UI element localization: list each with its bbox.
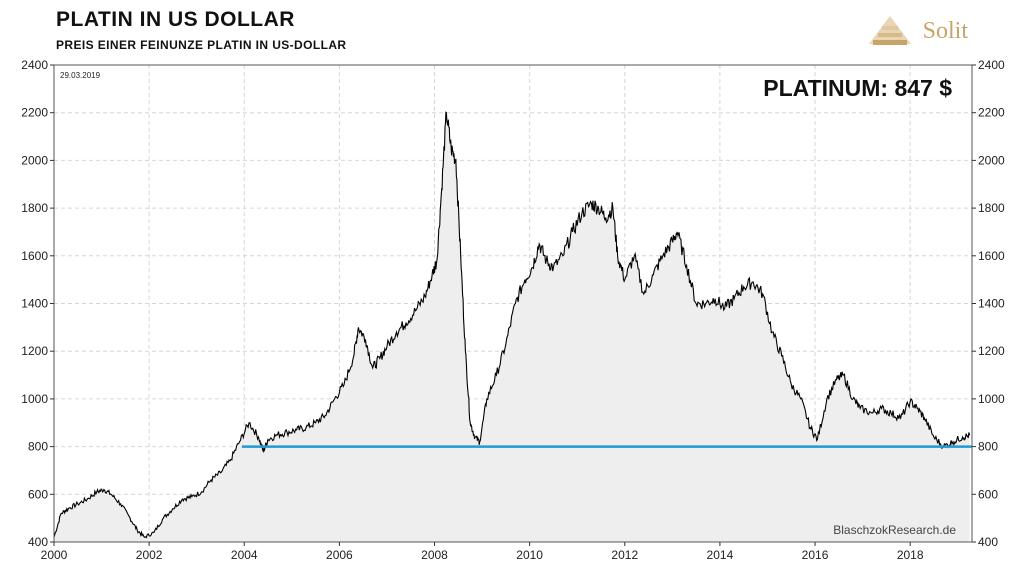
solit-logo: Solit — [867, 14, 968, 48]
x-tick-label: 2010 — [516, 548, 543, 562]
source-label: BlaschzokResearch.de — [833, 523, 956, 537]
y-tick-label-right: 1400 — [978, 297, 1005, 311]
y-tick-label-right: 400 — [978, 535, 998, 549]
x-tick-label: 2006 — [326, 548, 353, 562]
x-tick-label: 2018 — [897, 548, 924, 562]
y-axis-left: 400 600 800 1000 1200 1400 1600 1800 2000 2200 240… — [21, 58, 54, 549]
y-tick-label-left: 2000 — [21, 153, 48, 167]
y-axis-right: 400 600 800 1000 1200 1400 1600 1800 2000 2200 240… — [972, 58, 1005, 549]
x-tick-label: 2004 — [231, 548, 258, 562]
y-tick-label-left: 2200 — [21, 106, 48, 120]
y-tick-label-right: 1800 — [978, 201, 1005, 215]
y-tick-label-left: 800 — [28, 440, 48, 454]
y-tick-label-left: 1400 — [21, 297, 48, 311]
y-tick-label-left: 1200 — [21, 344, 48, 358]
y-tick-label-right: 2000 — [978, 153, 1005, 167]
x-tick-label: 2012 — [611, 548, 638, 562]
y-tick-label-right: 1200 — [978, 344, 1005, 358]
y-tick-label-left: 400 — [28, 535, 48, 549]
y-tick-label-right: 600 — [978, 487, 998, 501]
x-tick-label: 2008 — [421, 548, 448, 562]
price-line — [53, 111, 971, 539]
x-axis: 2000 2002 2004 2006 2008 2010 2012 2014 2016 2018 — [41, 542, 924, 562]
y-tick-label-right: 2200 — [978, 106, 1005, 120]
logo-text: Solit — [922, 17, 968, 44]
y-tick-label-right: 800 — [978, 440, 998, 454]
y-tick-label-left: 1000 — [21, 392, 48, 406]
pyramid-icon — [868, 16, 911, 45]
x-tick-label: 2016 — [802, 548, 829, 562]
y-tick-label-left: 600 — [28, 487, 48, 501]
y-tick-label-right: 1000 — [978, 392, 1005, 406]
y-tick-label-right: 2400 — [978, 58, 1005, 72]
y-tick-label-left: 1800 — [21, 201, 48, 215]
chart-subtitle: PREIS EINER FEINUNZE PLATIN IN US-DOLLAR — [56, 38, 347, 52]
x-tick-label: 2000 — [41, 548, 68, 562]
y-tick-label-left: 1600 — [21, 249, 48, 263]
current-price-label: PLATINUM: 847 $ — [763, 75, 952, 101]
y-tick-label-left: 2400 — [21, 58, 48, 72]
x-tick-label: 2002 — [136, 548, 163, 562]
chart-title: PLATIN IN US DOLLAR — [56, 8, 295, 31]
price-area — [54, 112, 970, 543]
date-annotation: 29.03.2019 — [60, 71, 101, 80]
y-tick-label-right: 1600 — [978, 249, 1005, 263]
x-tick-label: 2014 — [707, 548, 734, 562]
